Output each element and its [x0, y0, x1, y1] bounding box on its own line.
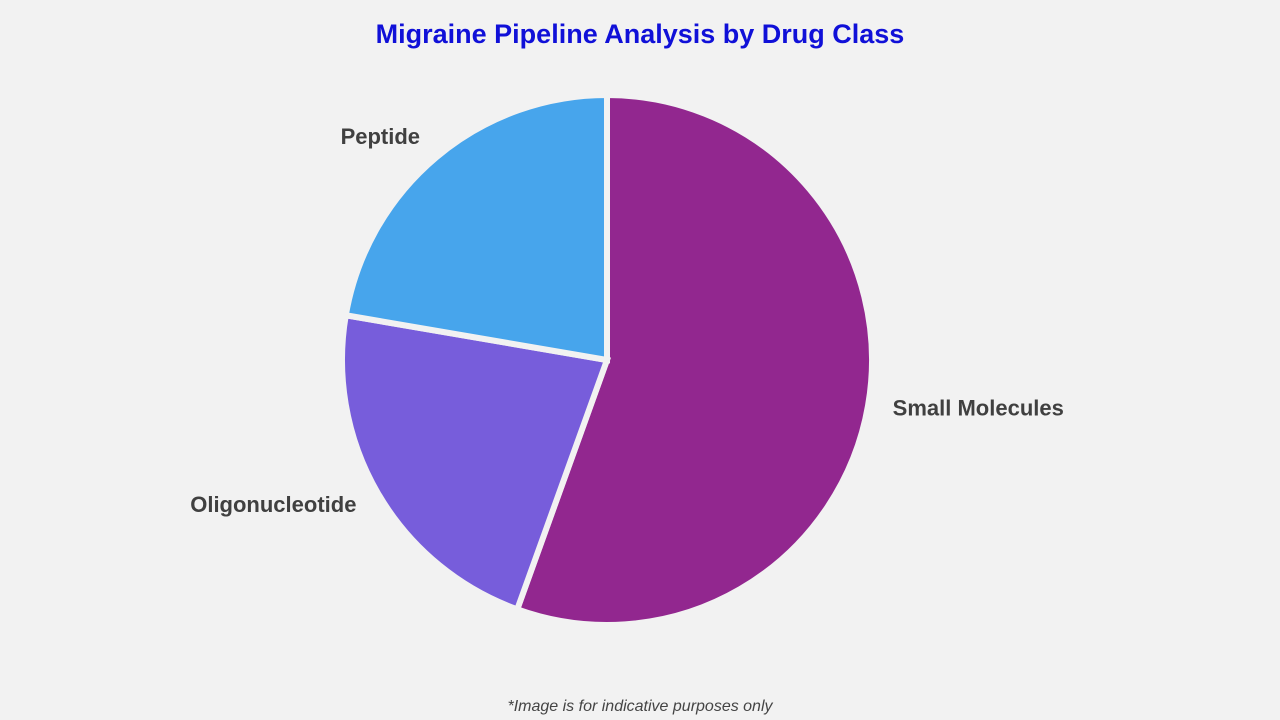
pie-slice [513, 91, 875, 628]
chart-title: Migraine Pipeline Analysis by Drug Class [376, 19, 905, 49]
slice-label: Small Molecules [893, 396, 1064, 421]
pie-slice [339, 311, 612, 614]
slice-label: Peptide [341, 124, 420, 149]
slice-label: Oligonucleotide [190, 492, 356, 517]
pie-slice [342, 91, 610, 364]
footnote: *Image is for indicative purposes only [507, 698, 773, 715]
